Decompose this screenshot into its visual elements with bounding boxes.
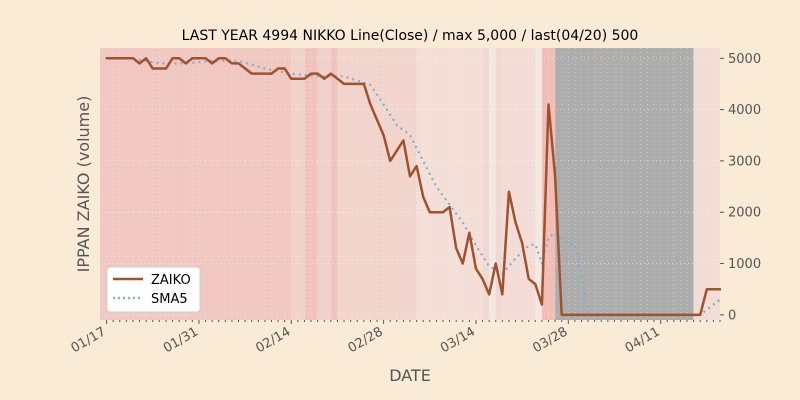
- x-axis-label: DATE: [389, 366, 431, 385]
- background-band-7: [482, 48, 490, 320]
- background-band-11: [535, 48, 542, 320]
- y-axis-label: IPPAN ZAIKO (volume): [74, 96, 93, 273]
- legend-label-zaiko: ZAIKO: [151, 273, 191, 288]
- y-tick-label-1: 1000: [728, 257, 761, 272]
- background-band-5: [337, 48, 417, 320]
- plot-area: [100, 48, 722, 320]
- background-band-14: [693, 48, 720, 320]
- legend: ZAIKO SMA5: [106, 266, 201, 313]
- background-band-8: [489, 48, 496, 320]
- y-tick-label-3: 3000: [728, 154, 761, 169]
- legend-label-sma5: SMA5: [151, 292, 188, 307]
- y-axis: 0 1000 2000 3000 4000 5000: [720, 52, 761, 323]
- background-band-4: [330, 48, 338, 320]
- y-tick-label-4: 4000: [728, 103, 761, 118]
- background-band-6: [416, 48, 483, 320]
- chart-title: LAST YEAR 4994 NIKKO Line(Close) / max 5…: [182, 28, 639, 44]
- background-band-2: [304, 48, 318, 320]
- y-tick-label-5: 5000: [728, 52, 761, 67]
- series-line-zaiko: [105, 57, 722, 317]
- y-tick-label-2: 2000: [728, 206, 761, 221]
- y-tick-label-0: 0: [728, 308, 736, 323]
- background-band-13: [555, 48, 694, 320]
- background-band-9: [495, 48, 503, 320]
- background-bands: [100, 48, 720, 320]
- background-band-10: [502, 48, 536, 320]
- background-band-3: [317, 48, 331, 320]
- background-band-1: [291, 48, 305, 320]
- series-layer: [105, 57, 722, 317]
